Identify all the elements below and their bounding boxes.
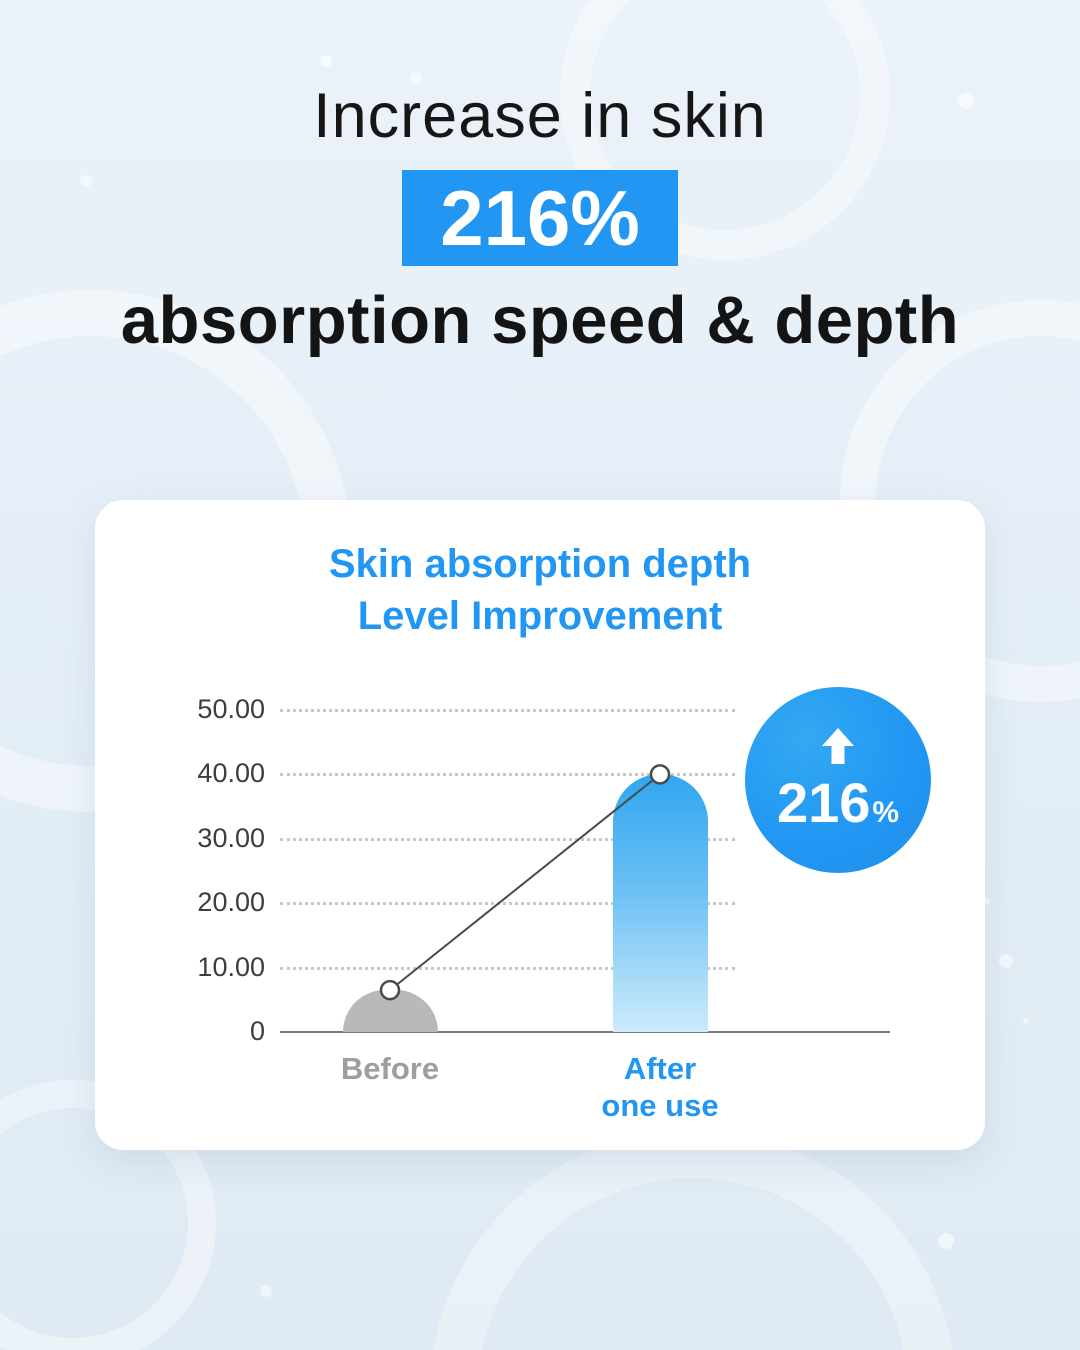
headline-highlight-badge: 216% bbox=[402, 170, 678, 267]
badge-value: 216 % bbox=[777, 770, 899, 835]
bubble-dots-decoration bbox=[320, 55, 332, 67]
chart-plot: 50.00 40.00 30.00 20.00 10.00 0 216 % Before … bbox=[95, 500, 985, 1150]
y-tick-label: 10.00 bbox=[197, 951, 265, 982]
y-tick-label: 40.00 bbox=[197, 758, 265, 789]
y-tick-label: 50.00 bbox=[197, 694, 265, 724]
badge-number: 216 bbox=[776, 770, 871, 834]
up-arrow-icon bbox=[822, 727, 854, 764]
y-tick-label: 20.00 bbox=[197, 887, 265, 918]
y-tick-label: 30.00 bbox=[197, 822, 265, 853]
bar-after bbox=[612, 774, 708, 1032]
increase-badge: 216 % bbox=[745, 687, 931, 873]
gridline bbox=[280, 709, 735, 712]
x-label-before: Before bbox=[340, 1051, 440, 1086]
badge-percent-sign: % bbox=[872, 795, 900, 829]
headline-line2: absorption speed & depth bbox=[120, 283, 960, 359]
chart-card: Skin absorption depth Level Improvement … bbox=[95, 500, 985, 1150]
x-label-after: After one use bbox=[601, 1051, 719, 1124]
bubble-decoration bbox=[430, 1130, 956, 1350]
y-tick-label: 0 bbox=[249, 1016, 265, 1046]
headline-line1: Increase in skin bbox=[313, 81, 767, 151]
x-axis-line bbox=[280, 1031, 890, 1033]
bar-before bbox=[342, 990, 438, 1032]
headline: Increase in skin 216% absorption speed &… bbox=[0, 0, 1080, 359]
chart-title: Skin absorption depth Level Improvement bbox=[328, 542, 752, 638]
